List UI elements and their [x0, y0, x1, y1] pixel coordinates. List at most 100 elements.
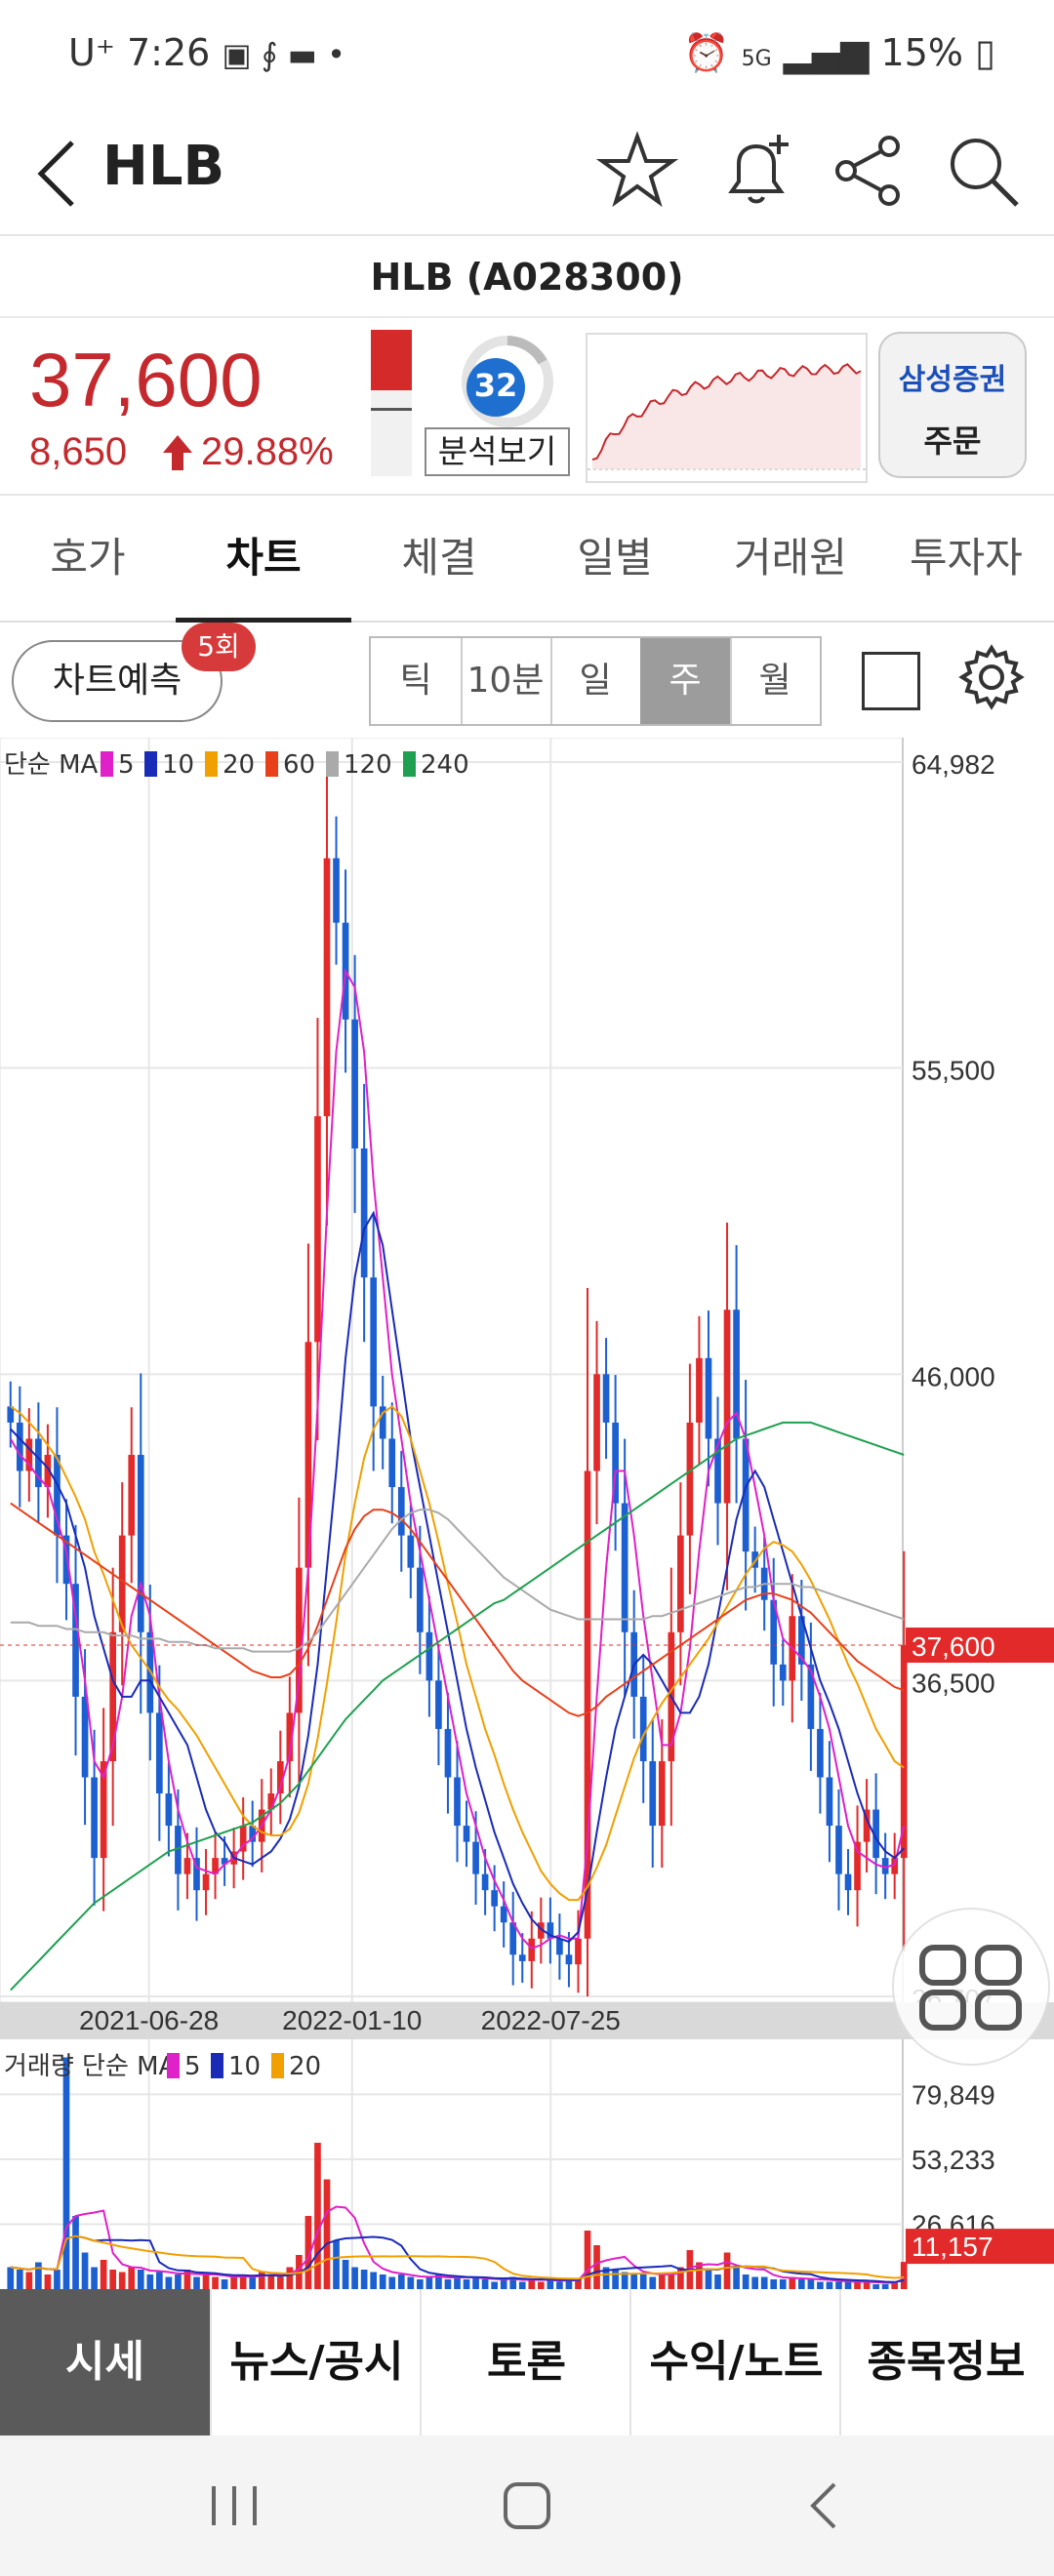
period-month[interactable]: 월 [758, 661, 791, 701]
volume-bar [509, 2276, 517, 2289]
candle [639, 1696, 647, 1761]
candle [881, 1858, 889, 1874]
period-tick[interactable]: 틱 [371, 638, 463, 724]
moving-average-lines [9, 968, 906, 1992]
legend-ma-5: 5 [184, 2052, 201, 2081]
volume-bar [612, 2270, 619, 2289]
chevron-left-icon[interactable] [29, 135, 88, 213]
tab-chart[interactable]: 차트 [176, 496, 351, 623]
volume-ma-line-10 [10, 2234, 905, 2283]
candle [44, 1454, 52, 1488]
candle [472, 1841, 479, 1874]
search-icon[interactable] [939, 127, 1027, 215]
tab-daily[interactable]: 일별 [577, 534, 653, 582]
volume-bar [733, 2267, 740, 2289]
gear-icon[interactable] [956, 642, 1027, 712]
app-header: HLB [0, 107, 1054, 236]
bell-plus-icon[interactable] [712, 127, 800, 215]
tab-orderbook[interactable]: 호가 [50, 534, 126, 582]
current-price-label: 37,600 [912, 1631, 995, 1662]
network-label: 5G [741, 47, 772, 71]
order-button[interactable]: 삼성증권 주문 [878, 332, 1027, 478]
volume-bar [323, 2179, 331, 2289]
chart-grid [0, 738, 904, 2289]
fullscreen-icon[interactable] [862, 652, 920, 710]
volume-bar [44, 2274, 52, 2289]
tab-brokers[interactable]: 거래원 [734, 534, 847, 582]
candle [435, 1680, 442, 1729]
volume-bar [193, 2276, 200, 2289]
chart-predict-button[interactable]: 차트예측 [12, 640, 223, 722]
page-title: HLB [102, 135, 225, 198]
volume-bar [547, 2279, 554, 2289]
recent-apps-icon[interactable] [200, 2476, 268, 2535]
ma-line-60 [10, 1502, 905, 1717]
candle [444, 1728, 452, 1778]
volume-bar [435, 2274, 442, 2289]
menu-quotes[interactable]: 시세 [0, 2289, 210, 2435]
period-10min[interactable]: 10분 [461, 638, 552, 724]
status-bar: U⁺ 7:26 ▣ ∮ ▬ • ⏰ 5G ▂▄▆ 15% ▯ [0, 0, 1054, 107]
zoom-icon[interactable] [892, 1908, 1050, 2066]
volume-bar [556, 2281, 563, 2289]
volume-bar [817, 2281, 824, 2289]
volume-axis-label: 53,233 [912, 2145, 995, 2175]
price-axis-label: 36,500 [912, 1668, 995, 1698]
ma-line-240 [10, 1421, 905, 1992]
volume-bar [584, 2231, 591, 2289]
volume-bar [472, 2276, 479, 2289]
candle [807, 1664, 815, 1729]
chart-controls: 차트예측 5회 틱 10분 일 주 월 [0, 623, 1054, 738]
tab-investors[interactable]: 투자자 [910, 534, 1023, 582]
star-icon[interactable] [593, 127, 681, 215]
status-left: U⁺ 7:26 ▣ ∮ ▬ • [68, 31, 345, 74]
back-icon[interactable] [795, 2476, 854, 2535]
period-day[interactable]: 일 [550, 638, 642, 724]
battery-label: 15% [880, 31, 963, 74]
intraday-sparkline[interactable] [586, 333, 868, 483]
period-week[interactable]: 주 [640, 638, 732, 724]
menu-discussion[interactable]: 토론 [420, 2289, 631, 2435]
volume-bar [221, 2279, 228, 2289]
volume-bar [360, 2270, 368, 2289]
stock-chart[interactable]: 64,98255,50046,00036,50026,70779,84953,2… [0, 738, 1054, 2289]
current-price-tag: 37,600 [0, 1627, 1054, 1663]
volume-bar [789, 2276, 796, 2289]
date-label: 2021-06-28 [79, 2005, 219, 2035]
candle [35, 1438, 42, 1488]
candle [417, 1567, 424, 1632]
candle [575, 1938, 582, 1965]
candle [426, 1631, 433, 1681]
volume-bar [35, 2262, 42, 2289]
menu-news[interactable]: 뉴스/공시 [210, 2289, 422, 2435]
volume-bar [444, 2279, 452, 2289]
candle [276, 1760, 284, 1794]
menu-notes[interactable]: 수익/노트 [629, 2289, 841, 2435]
volume-bar [835, 2281, 842, 2289]
candle [742, 1438, 750, 1552]
current-volume-label: 11,157 [912, 2232, 993, 2262]
candle [370, 1277, 378, 1407]
legend-ma-240: 240 [421, 750, 469, 780]
volume-ma-lines [10, 2205, 905, 2284]
price-axis-label: 64,982 [912, 749, 995, 780]
tab-trades[interactable]: 체결 [401, 534, 477, 582]
candle [751, 1551, 758, 1568]
volume-bar [314, 2143, 321, 2289]
date-label: 2022-07-25 [481, 2005, 621, 2035]
candle [54, 1454, 61, 1536]
share-icon[interactable] [825, 127, 912, 215]
candle [286, 1712, 294, 1761]
volume-bar [602, 2267, 610, 2289]
candle [677, 1535, 684, 1632]
menu-stock-info[interactable]: 종목정보 [839, 2289, 1051, 2435]
volume-bar [723, 2252, 731, 2289]
volume-bar [249, 2276, 257, 2289]
volume-bar [668, 2272, 675, 2289]
volume-bar [696, 2262, 703, 2289]
volume-bar [202, 2274, 210, 2289]
candle [779, 1664, 787, 1681]
candle [686, 1422, 694, 1536]
analysis-button[interactable]: 분석보기 [425, 427, 570, 476]
home-icon[interactable] [498, 2476, 556, 2535]
